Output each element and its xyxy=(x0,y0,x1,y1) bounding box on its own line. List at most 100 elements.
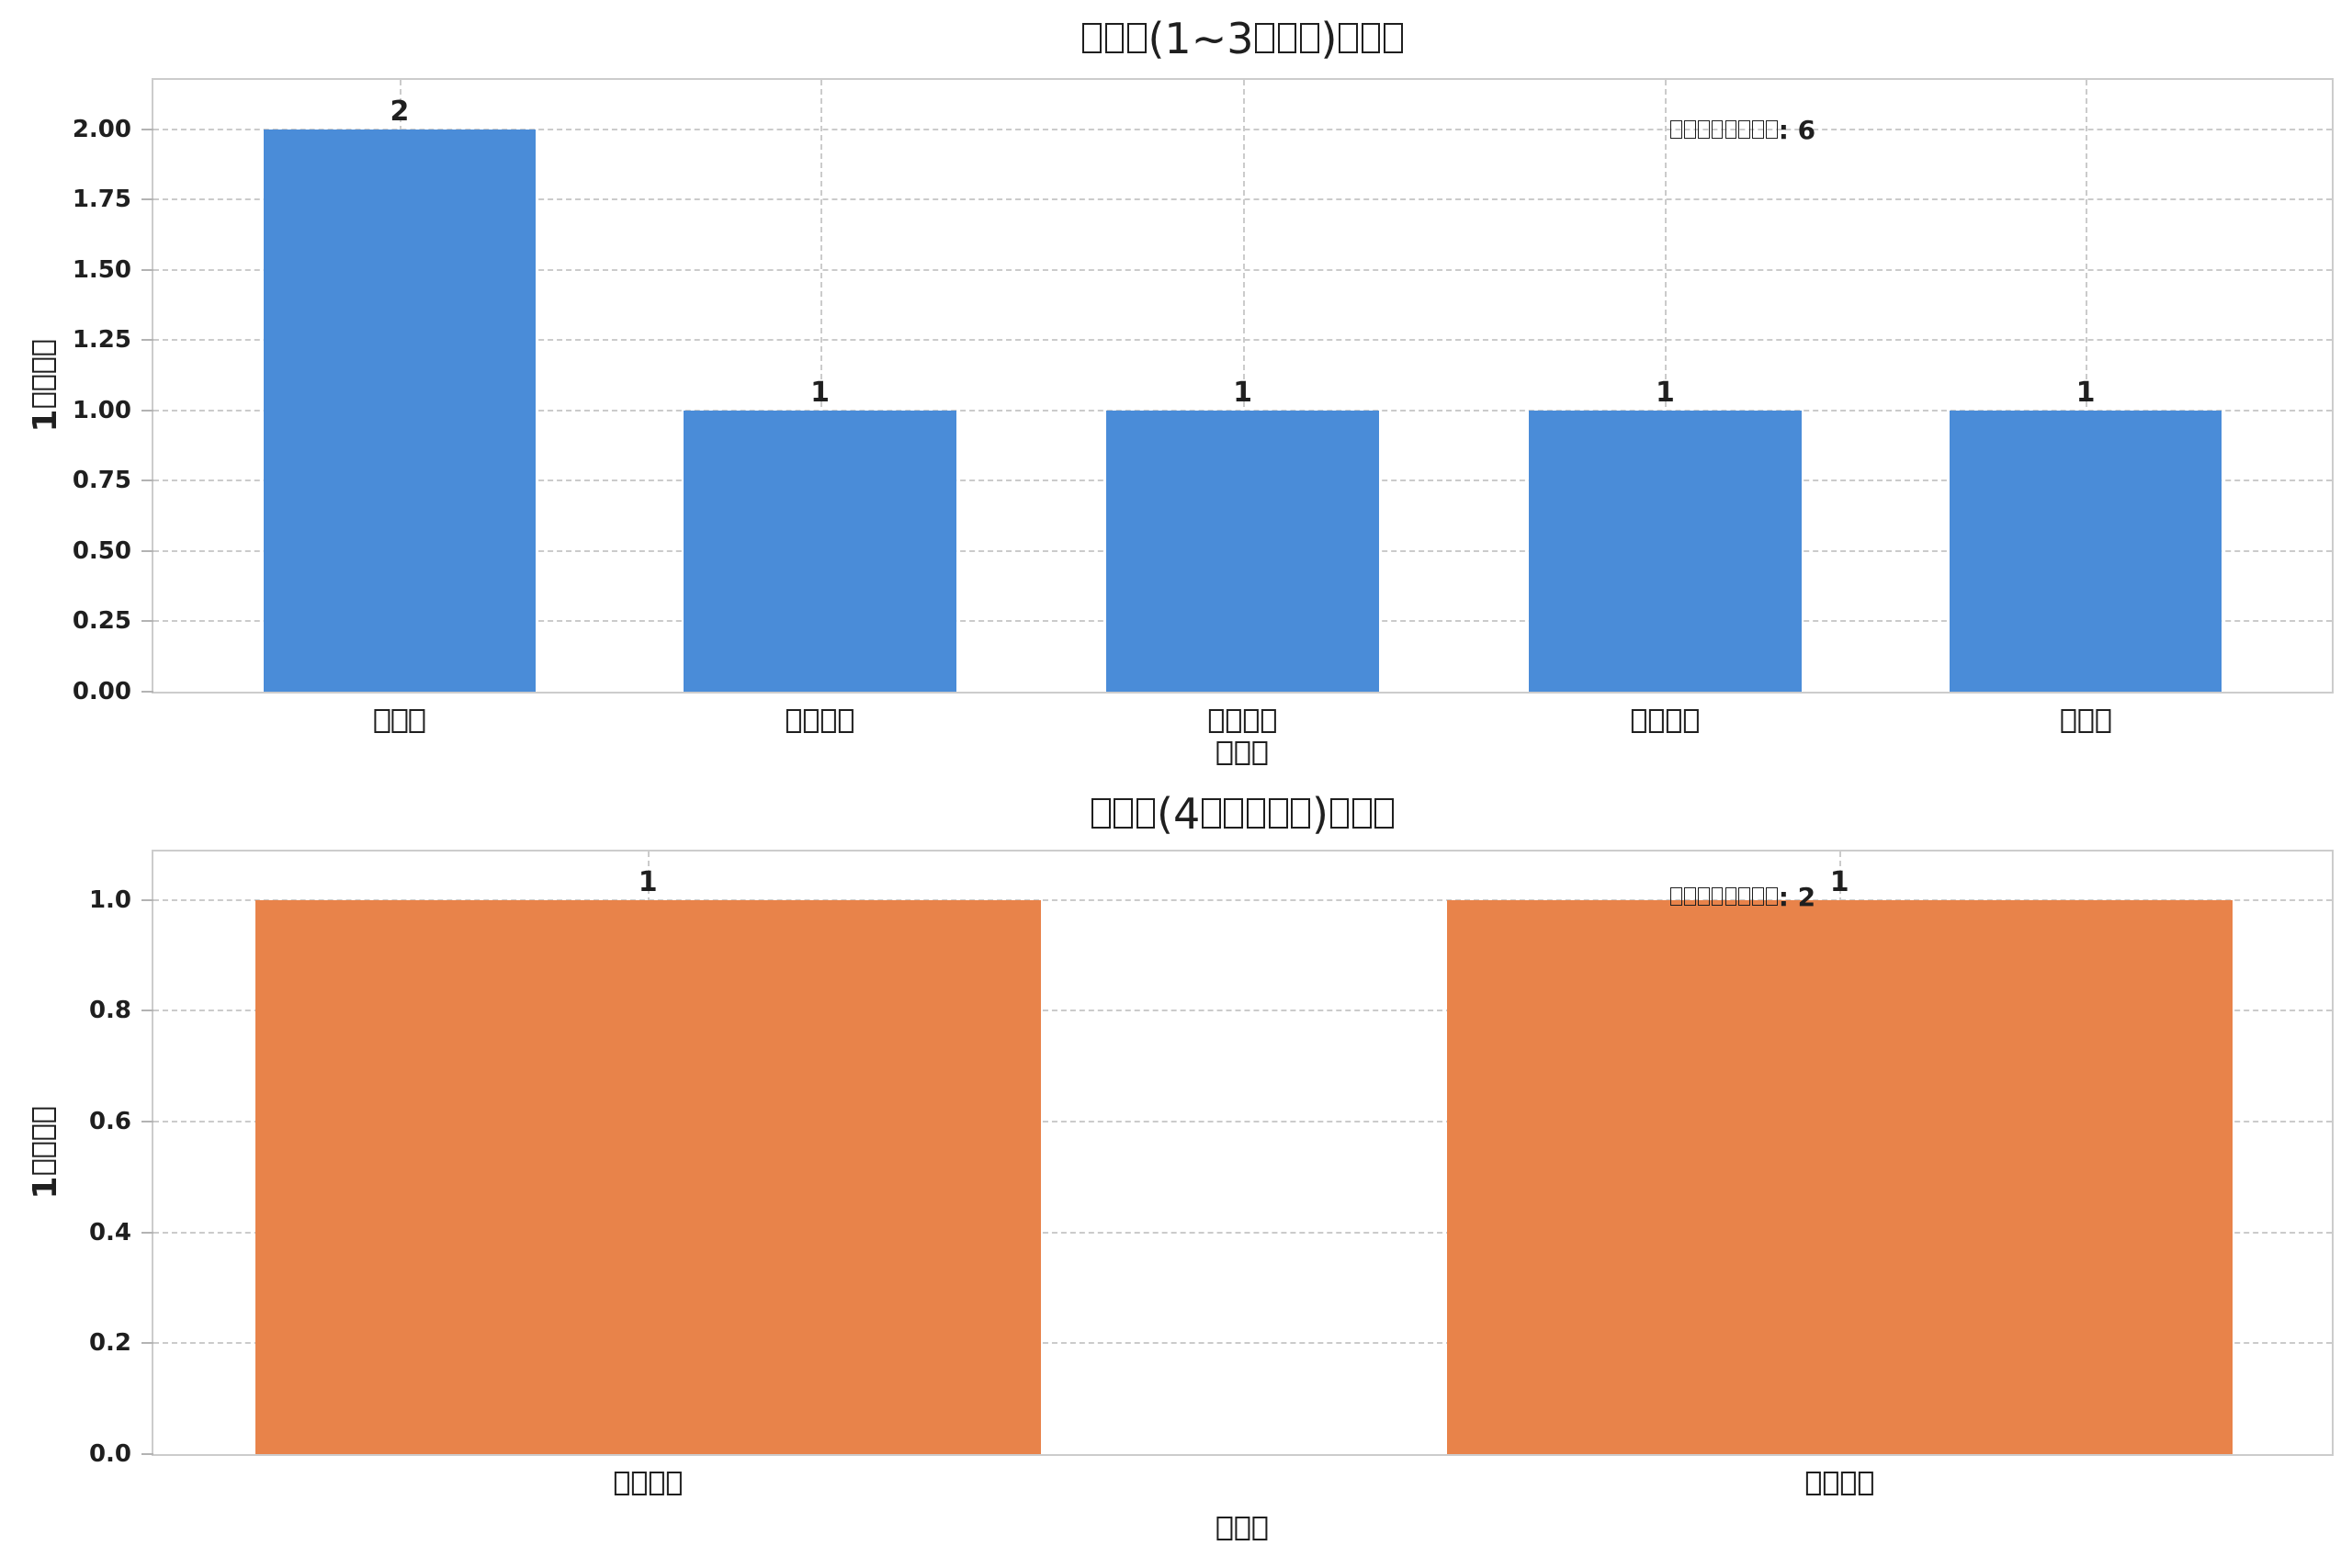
total-annotation: : 6 xyxy=(1669,115,1815,146)
tofu-glyph xyxy=(32,392,56,409)
tofu-glyph xyxy=(1738,119,1750,139)
y-tick-mark xyxy=(141,898,153,901)
bar: 1 xyxy=(1949,378,2222,692)
top-chart-plot-area: 0.00 0.25 0.50 0.75 1.00 1.25 xyxy=(73,78,2334,733)
tofu-glyph xyxy=(1226,709,1242,733)
y-tick-label: 1.50 xyxy=(72,255,131,284)
gridline-horizontal xyxy=(153,1231,2332,1234)
tofu-glyph xyxy=(32,375,56,391)
tofu-glyph xyxy=(1766,886,1778,906)
gridline-horizontal xyxy=(153,898,2332,901)
tofu-glyph xyxy=(1114,797,1133,829)
bar-value-label: 1 xyxy=(1829,865,1849,898)
y-tick-label: 0.0 xyxy=(88,1440,131,1468)
y-tick-mark xyxy=(141,1453,153,1455)
tofu-glyph xyxy=(1752,886,1764,906)
tofu-glyph xyxy=(1711,119,1724,139)
x-tick-label xyxy=(1804,1469,1874,1502)
tofu-glyph xyxy=(1104,22,1125,53)
tofu-glyph xyxy=(2060,709,2076,733)
tofu-glyph xyxy=(1670,119,1682,139)
tofu-glyph xyxy=(1840,1472,1856,1495)
top-x-axis-label xyxy=(1216,739,1268,772)
x-tick-label xyxy=(613,1469,683,1502)
y-tick-mark xyxy=(141,479,153,482)
tofu-glyph xyxy=(32,357,56,374)
tofu-glyph xyxy=(803,709,820,733)
tofu-glyph xyxy=(2077,709,2094,733)
tofu-glyph xyxy=(1631,709,1646,733)
tofu-glyph xyxy=(1208,709,1224,733)
tofu-glyph xyxy=(1300,22,1319,53)
tofu-glyph xyxy=(786,709,802,733)
tofu-glyph xyxy=(1858,1472,1873,1495)
tofu-glyph xyxy=(391,709,408,733)
bar-value-label: 2 xyxy=(390,95,410,128)
tofu-glyph xyxy=(666,1472,682,1495)
tofu-glyph xyxy=(1670,886,1682,906)
y-tick-mark xyxy=(141,409,153,412)
tofu-glyph xyxy=(1246,797,1266,829)
bar-value-label: 1 xyxy=(1233,376,1252,409)
tofu-glyph xyxy=(631,1472,647,1495)
tofu-glyph xyxy=(374,709,390,733)
y-tick-mark xyxy=(141,268,153,271)
tofu-glyph xyxy=(1684,886,1696,906)
tofu-glyph xyxy=(649,1472,664,1495)
tofu-glyph xyxy=(1329,797,1350,829)
tofu-glyph xyxy=(1711,886,1724,906)
x-tick-label xyxy=(2059,706,2111,739)
bottom-chart-plot-area: 0.0 0.2 0.4 0.6 0.8 1.0 1 xyxy=(89,850,2334,1495)
y-tick-label: 1.75 xyxy=(72,186,131,214)
tofu-glyph xyxy=(1361,22,1381,53)
y-tick-mark xyxy=(141,1342,153,1345)
bottom-chart-title: (4) xyxy=(152,790,2334,839)
gridline-vertical xyxy=(1665,80,1668,692)
tofu-glyph xyxy=(1277,22,1297,53)
tofu-glyph xyxy=(1091,797,1111,829)
bar: 1 xyxy=(254,868,1041,1454)
y-tick-label: 0.6 xyxy=(88,1108,131,1136)
top-y-axis-label: 1 xyxy=(27,339,64,433)
gridline-horizontal xyxy=(153,1010,2332,1012)
x-tick-label xyxy=(1207,706,1277,739)
tofu-glyph xyxy=(1738,886,1750,906)
gridline-vertical xyxy=(1242,80,1245,692)
bottom-x-axis-label xyxy=(1216,1514,1268,1547)
gridline-vertical xyxy=(2086,80,2088,692)
tofu-glyph xyxy=(32,1107,56,1122)
tofu-glyph xyxy=(1255,22,1275,53)
x-tick-label xyxy=(373,706,425,739)
tofu-glyph xyxy=(1384,22,1403,53)
y-tick-label: 0.25 xyxy=(72,607,131,636)
tofu-glyph xyxy=(1261,709,1277,733)
y-tick-mark xyxy=(141,339,153,342)
y-tick-mark xyxy=(141,128,153,130)
bottom-y-axis-label: 1 xyxy=(27,1106,64,1200)
tofu-glyph xyxy=(1374,797,1395,829)
tofu-glyph xyxy=(1251,1517,1268,1540)
tofu-glyph xyxy=(1291,797,1311,829)
tofu-glyph xyxy=(1697,119,1710,139)
tofu-glyph xyxy=(32,1159,56,1176)
gridline-vertical xyxy=(820,80,822,692)
tofu-glyph xyxy=(614,1472,629,1495)
bar: 1 xyxy=(1529,378,1802,692)
tofu-glyph xyxy=(1724,119,1737,139)
tofu-glyph xyxy=(1752,119,1764,139)
tofu-glyph xyxy=(2096,709,2111,733)
bar-value-label: 1 xyxy=(1656,376,1675,409)
tofu-glyph xyxy=(1216,741,1233,765)
y-tick-label: 0.00 xyxy=(72,678,131,705)
y-tick-label: 1.25 xyxy=(72,326,131,355)
tofu-glyph xyxy=(1243,709,1260,733)
y-tick-mark xyxy=(141,549,153,552)
tofu-glyph xyxy=(1202,797,1221,829)
y-tick-label: 0.8 xyxy=(88,997,131,1025)
tofu-glyph xyxy=(32,1142,56,1158)
tofu-glyph xyxy=(1805,1472,1821,1495)
x-tick-label xyxy=(1630,706,1700,739)
tofu-glyph xyxy=(1234,741,1250,765)
y-tick-label: 1.0 xyxy=(88,886,131,914)
tofu-glyph xyxy=(1269,797,1288,829)
